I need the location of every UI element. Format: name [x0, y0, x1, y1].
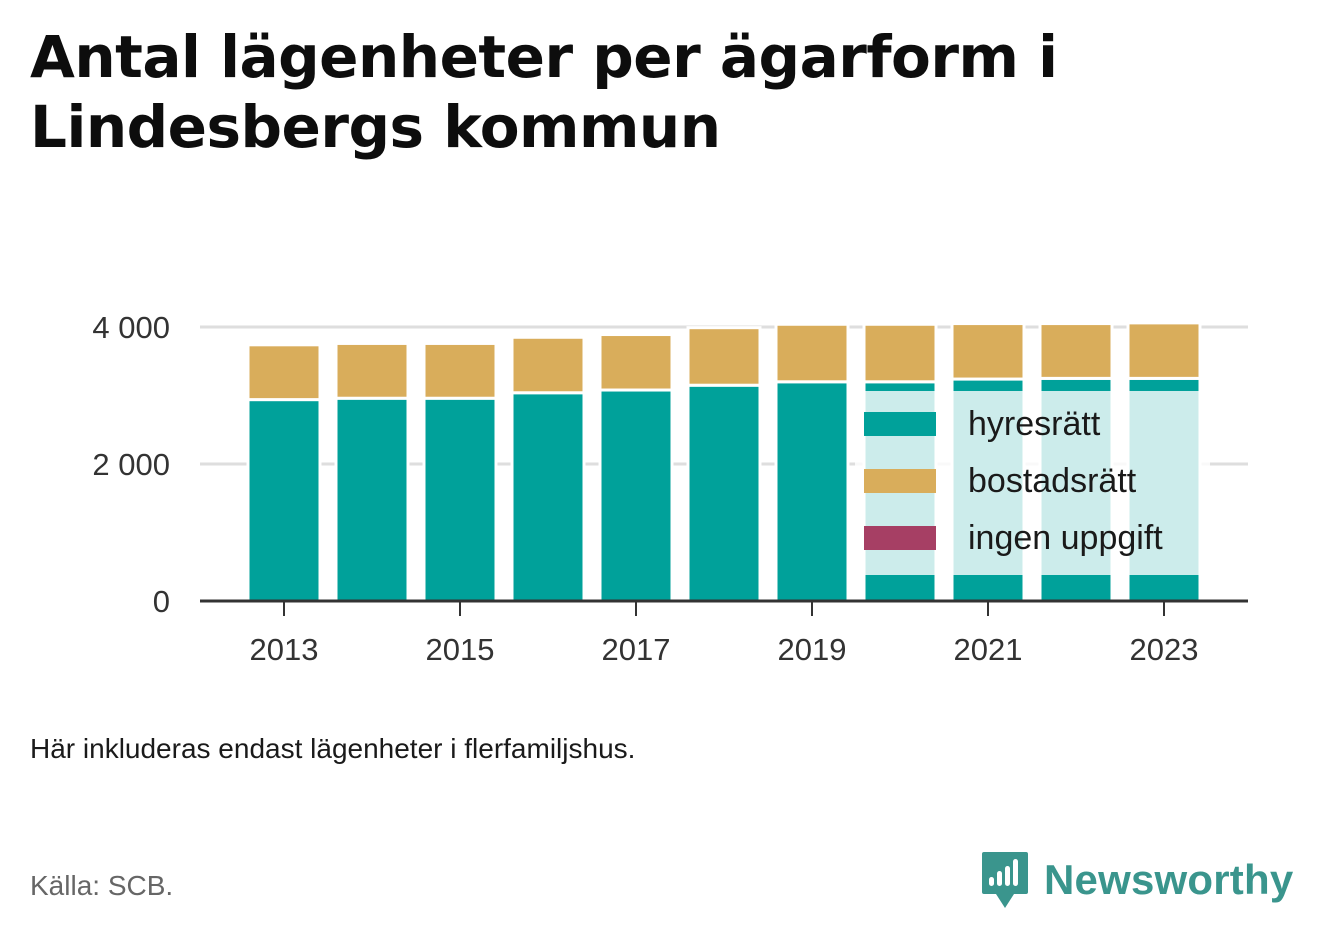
y-tick-label: 2 000 — [92, 447, 170, 482]
bar-segment — [246, 398, 322, 603]
bar-segment — [1038, 322, 1114, 380]
x-tick-label: 2023 — [1130, 632, 1199, 667]
x-tick-label: 2013 — [250, 632, 319, 667]
brand-name: Newsworthy — [1044, 856, 1294, 903]
bar-segment — [774, 322, 850, 384]
bar-segment — [950, 322, 1026, 381]
legend-swatch — [864, 526, 936, 550]
legend-label: hyresrätt — [968, 405, 1101, 443]
legend-swatch — [864, 412, 936, 436]
y-tick-label: 0 — [153, 584, 170, 619]
stacked-bar-chart: hyresrätt bostadsrätt ingen uppgift 0 2 000… — [92, 310, 1248, 667]
x-tick-label: 2017 — [602, 632, 671, 667]
source-text: Källa: SCB. — [30, 870, 174, 901]
bar-segment — [334, 396, 410, 603]
x-tick-label: 2015 — [426, 632, 495, 667]
bar-segment — [686, 383, 762, 603]
newsworthy-logo-icon — [982, 852, 1028, 908]
legend-label: ingen uppgift — [968, 519, 1163, 557]
axes: 0 2 000 4 000 2013 2015 2017 2019 2021 2023 — [92, 310, 1248, 667]
legend-swatch — [864, 469, 936, 493]
bar-segment — [422, 341, 498, 400]
bar-segment — [422, 396, 498, 603]
chart-title: Antal lägenheter per ägarform i Lindesbe… — [30, 23, 1058, 161]
legend: hyresrätt bostadsrätt ingen uppgift — [855, 391, 1210, 575]
bar-segment — [1126, 321, 1202, 380]
bar-segment — [862, 322, 938, 384]
chart-note: Här inkluderas endast lägenheter i flerf… — [30, 733, 636, 764]
bar-segment — [510, 335, 586, 395]
y-tick-label: 4 000 — [92, 310, 170, 345]
legend-label: bostadsrätt — [968, 462, 1137, 500]
x-tick-label: 2021 — [954, 632, 1023, 667]
bar-segment — [774, 380, 850, 603]
bar-segment — [246, 343, 322, 402]
bar-segment — [598, 333, 674, 392]
x-tick-label: 2019 — [778, 632, 847, 667]
bar-segment — [598, 388, 674, 603]
bar-segment — [510, 391, 586, 603]
bar-segment — [334, 341, 410, 400]
bar-segment — [686, 326, 762, 387]
newsworthy-logo: Newsworthy — [980, 848, 1293, 912]
